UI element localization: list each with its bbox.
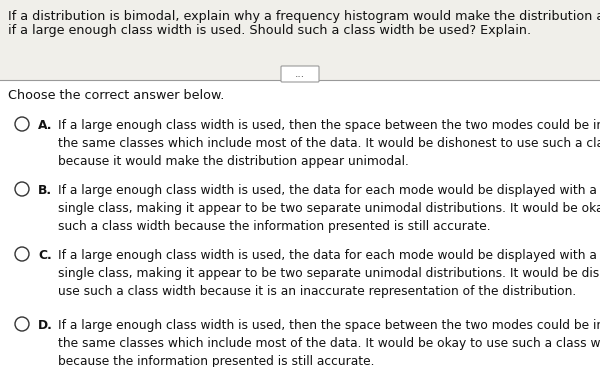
Text: D.: D. xyxy=(38,319,53,332)
Bar xyxy=(0,80,600,367)
FancyBboxPatch shape xyxy=(281,66,319,82)
Text: If a large enough class width is used, the data for each mode would be displayed: If a large enough class width is used, t… xyxy=(58,249,600,298)
Text: if a large enough class width is used. Should such a class width be used? Explai: if a large enough class width is used. S… xyxy=(8,24,531,37)
Text: If a large enough class width is used, then the space between the two modes coul: If a large enough class width is used, t… xyxy=(58,119,600,168)
Text: C.: C. xyxy=(38,249,52,262)
Text: If a distribution is bimodal, explain why a frequency histogram would make the d: If a distribution is bimodal, explain wh… xyxy=(8,10,600,23)
Text: ...: ... xyxy=(295,69,305,79)
Bar xyxy=(0,0,600,80)
Text: A.: A. xyxy=(38,119,53,132)
Text: Choose the correct answer below.: Choose the correct answer below. xyxy=(8,89,224,102)
Text: B.: B. xyxy=(38,184,52,197)
Text: If a large enough class width is used, then the space between the two modes coul: If a large enough class width is used, t… xyxy=(58,319,600,367)
Text: If a large enough class width is used, the data for each mode would be displayed: If a large enough class width is used, t… xyxy=(58,184,600,233)
